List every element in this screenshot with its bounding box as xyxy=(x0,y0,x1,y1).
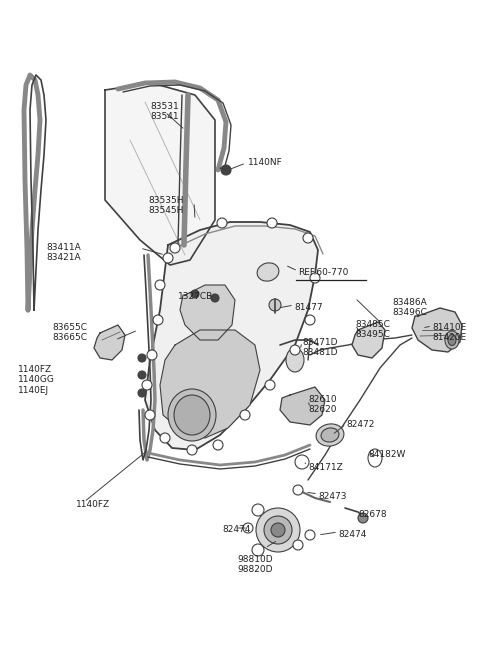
Circle shape xyxy=(153,315,163,325)
Text: 83485C
83495C: 83485C 83495C xyxy=(355,320,390,339)
Circle shape xyxy=(240,410,250,420)
Text: 83471D
83481D: 83471D 83481D xyxy=(302,338,337,358)
Polygon shape xyxy=(180,285,235,340)
Text: 1140NF: 1140NF xyxy=(248,158,283,167)
Ellipse shape xyxy=(286,348,304,372)
Circle shape xyxy=(138,389,146,397)
Ellipse shape xyxy=(271,523,285,537)
Polygon shape xyxy=(160,330,260,438)
Circle shape xyxy=(221,165,231,175)
Text: 84182W: 84182W xyxy=(368,450,406,459)
Circle shape xyxy=(252,504,264,516)
Text: REF.60-770: REF.60-770 xyxy=(298,268,348,277)
Text: 83655C
83665C: 83655C 83665C xyxy=(52,323,87,343)
Circle shape xyxy=(358,513,368,523)
Text: 82474: 82474 xyxy=(222,525,251,534)
Polygon shape xyxy=(352,322,385,358)
Circle shape xyxy=(142,380,152,390)
Text: 82472: 82472 xyxy=(346,420,374,429)
Text: 82474: 82474 xyxy=(338,530,366,539)
Text: 98810D
98820D: 98810D 98820D xyxy=(237,555,273,574)
Text: 83486A
83496C: 83486A 83496C xyxy=(392,298,427,318)
Circle shape xyxy=(303,233,313,243)
Circle shape xyxy=(187,445,197,455)
Circle shape xyxy=(147,350,157,360)
Text: 84171Z: 84171Z xyxy=(308,463,343,472)
Polygon shape xyxy=(280,387,325,425)
Circle shape xyxy=(213,440,223,450)
Circle shape xyxy=(293,485,303,495)
Text: 83531
83541: 83531 83541 xyxy=(151,102,180,121)
Text: 1140FZ
1140GG
1140EJ: 1140FZ 1140GG 1140EJ xyxy=(18,365,55,395)
Circle shape xyxy=(265,380,275,390)
Circle shape xyxy=(305,315,315,325)
Polygon shape xyxy=(105,83,215,265)
Ellipse shape xyxy=(368,449,382,467)
Circle shape xyxy=(310,273,320,283)
Ellipse shape xyxy=(321,428,339,442)
Circle shape xyxy=(269,299,281,311)
Text: 83535H
83545H: 83535H 83545H xyxy=(148,196,183,215)
Polygon shape xyxy=(412,308,462,352)
Ellipse shape xyxy=(256,508,300,552)
Text: 82473: 82473 xyxy=(318,492,347,501)
Circle shape xyxy=(217,218,227,228)
Circle shape xyxy=(145,410,155,420)
Text: 1327CB: 1327CB xyxy=(178,292,213,301)
Circle shape xyxy=(160,433,170,443)
Ellipse shape xyxy=(257,263,279,281)
Ellipse shape xyxy=(448,335,456,345)
Ellipse shape xyxy=(264,516,292,544)
Circle shape xyxy=(191,290,199,298)
Circle shape xyxy=(293,540,303,550)
Circle shape xyxy=(295,455,309,469)
Polygon shape xyxy=(145,222,318,450)
Text: 1140FZ: 1140FZ xyxy=(76,500,110,509)
Ellipse shape xyxy=(174,395,210,435)
Circle shape xyxy=(305,530,315,540)
Circle shape xyxy=(211,294,219,302)
Text: 82678: 82678 xyxy=(358,510,386,519)
Circle shape xyxy=(170,243,180,253)
Circle shape xyxy=(163,253,173,263)
Circle shape xyxy=(290,345,300,355)
Text: 81477: 81477 xyxy=(294,303,323,312)
Circle shape xyxy=(243,523,253,533)
Circle shape xyxy=(252,544,264,556)
Text: 83411A
83421A: 83411A 83421A xyxy=(46,243,81,263)
Polygon shape xyxy=(94,325,125,360)
Ellipse shape xyxy=(316,424,344,446)
Text: 82610
82620: 82610 82620 xyxy=(308,395,336,415)
Circle shape xyxy=(138,354,146,362)
Circle shape xyxy=(138,371,146,379)
Ellipse shape xyxy=(445,331,459,349)
Text: 81410E
81420E: 81410E 81420E xyxy=(432,323,466,343)
Circle shape xyxy=(267,218,277,228)
Circle shape xyxy=(155,280,165,290)
Ellipse shape xyxy=(168,389,216,441)
